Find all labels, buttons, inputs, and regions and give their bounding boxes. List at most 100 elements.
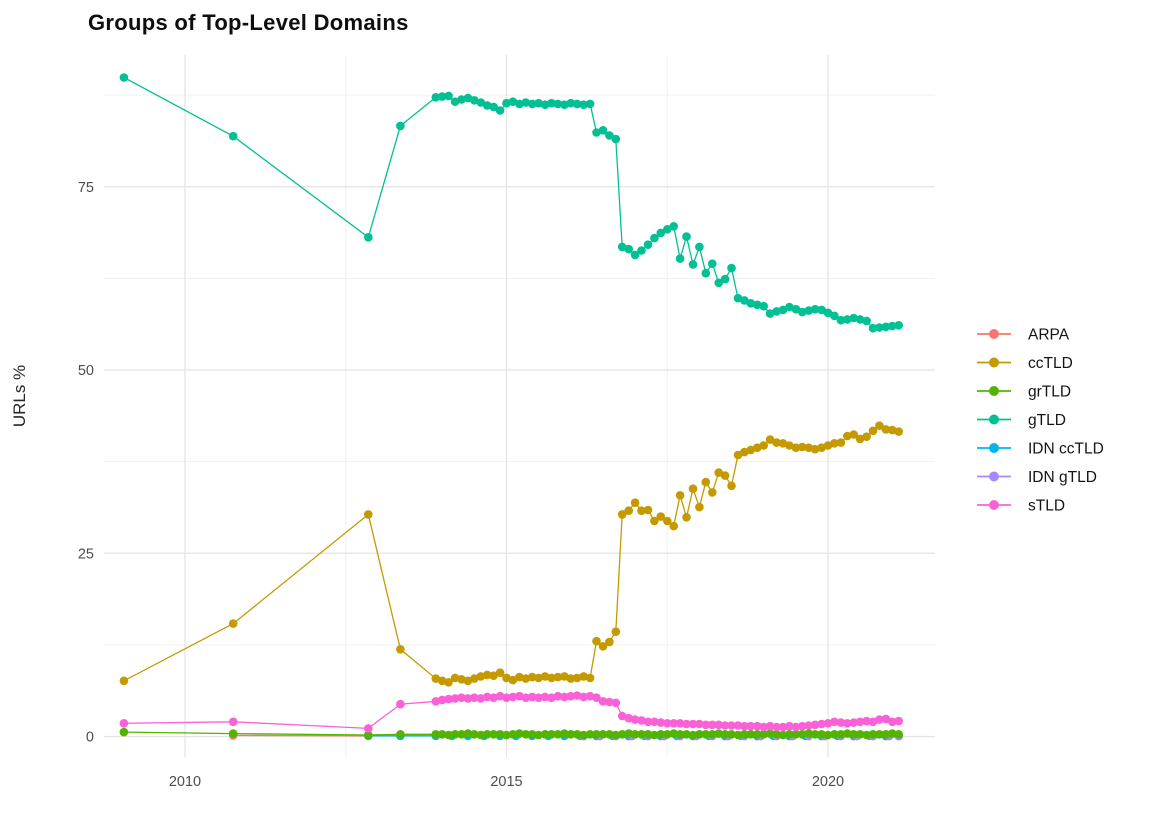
data-point: [753, 300, 762, 310]
data-point: [553, 691, 563, 701]
data-point: [894, 716, 903, 726]
data-point: [810, 730, 820, 739]
data-point: [785, 721, 794, 731]
legend-key-dot: [989, 500, 999, 510]
y-tick-label: 0: [86, 730, 94, 746]
data-point: [688, 730, 698, 740]
data-point: [765, 435, 775, 444]
data-point: [888, 729, 897, 738]
data-point: [566, 98, 576, 108]
data-point: [862, 316, 871, 326]
data-point: [540, 730, 550, 739]
data-point: [431, 93, 441, 102]
data-point: [457, 693, 466, 702]
data-point: [804, 721, 813, 730]
data-point: [765, 309, 775, 318]
legend-entry-gTLD: gTLD: [977, 412, 1066, 429]
x-tick-label: 2010: [169, 774, 201, 790]
data-point: [396, 699, 405, 709]
data-point: [701, 477, 711, 487]
data-point: [624, 713, 633, 723]
data-point: [746, 730, 756, 739]
data-point: [396, 645, 405, 654]
data-point: [547, 730, 556, 739]
series-line: [123, 76, 899, 329]
data-point: [669, 719, 678, 728]
data-point: [708, 259, 717, 269]
series-line: [123, 424, 899, 683]
data-point: [489, 671, 498, 680]
data-point: [830, 311, 839, 321]
data-point: [759, 441, 768, 450]
legend-key-dot: [989, 414, 999, 425]
data-point: [688, 484, 698, 494]
y-tick-label: 50: [78, 363, 94, 379]
legend-label: gTLD: [1028, 412, 1066, 429]
data-point: [450, 730, 460, 739]
data-point: [714, 468, 723, 477]
data-point: [849, 430, 858, 439]
data-point: [598, 697, 608, 706]
data-point: [791, 443, 801, 453]
data-point: [875, 730, 884, 739]
data-point: [714, 729, 723, 738]
y-axis-title: URLs %: [10, 365, 29, 427]
data-point: [470, 693, 479, 702]
data-point: [476, 730, 486, 740]
data-point: [521, 730, 531, 739]
data-point: [630, 730, 640, 739]
data-point: [682, 232, 691, 241]
data-point: [675, 730, 685, 739]
data-point: [804, 729, 813, 738]
data-point: [656, 730, 666, 739]
data-point: [868, 426, 878, 436]
data-point: [798, 442, 807, 452]
data-point: [364, 724, 373, 733]
data-point: [855, 434, 865, 444]
data-point: [765, 721, 775, 731]
data-point: [894, 321, 903, 330]
data-point: [778, 305, 788, 315]
data-point: [862, 432, 871, 442]
data-point: [119, 676, 129, 686]
data-point: [444, 730, 453, 740]
data-point: [695, 719, 704, 729]
data-point: [772, 722, 781, 732]
data-point: [437, 695, 447, 705]
data-point: [772, 438, 781, 447]
data-point: [617, 730, 627, 739]
legend-label: sTLD: [1028, 498, 1065, 515]
data-point: [656, 718, 666, 727]
data-point: [431, 730, 441, 739]
data-point: [720, 471, 730, 480]
data-point: [364, 233, 373, 242]
series-sTLD: [119, 691, 903, 733]
legend-key-dot: [989, 471, 999, 482]
data-point: [630, 250, 640, 260]
data-point: [450, 673, 460, 683]
data-point: [881, 714, 891, 724]
data-point: [470, 674, 479, 683]
legend-key-dot: [989, 443, 999, 453]
data-point: [617, 510, 627, 519]
data-point: [630, 715, 640, 724]
data-point: [508, 730, 518, 739]
data-point: [119, 719, 129, 728]
data-point: [540, 692, 550, 702]
data-point: [605, 637, 614, 647]
legend-entry-ccTLD: ccTLD: [977, 355, 1073, 372]
legend-entry-ARPA: ARPA: [977, 327, 1070, 344]
legend-entry-IDN-gTLD: IDN gTLD: [977, 469, 1097, 486]
data-point: [778, 730, 788, 740]
data-point: [759, 722, 768, 732]
data-point: [791, 304, 801, 314]
data-point: [624, 506, 633, 515]
data-point: [457, 730, 466, 739]
data-point: [862, 716, 871, 726]
data-point: [527, 730, 537, 739]
data-point: [502, 730, 511, 740]
gridlines: [104, 55, 935, 757]
data-point: [637, 506, 646, 515]
legend-entry-sTLD: sTLD: [977, 498, 1065, 515]
data-point: [650, 717, 659, 727]
